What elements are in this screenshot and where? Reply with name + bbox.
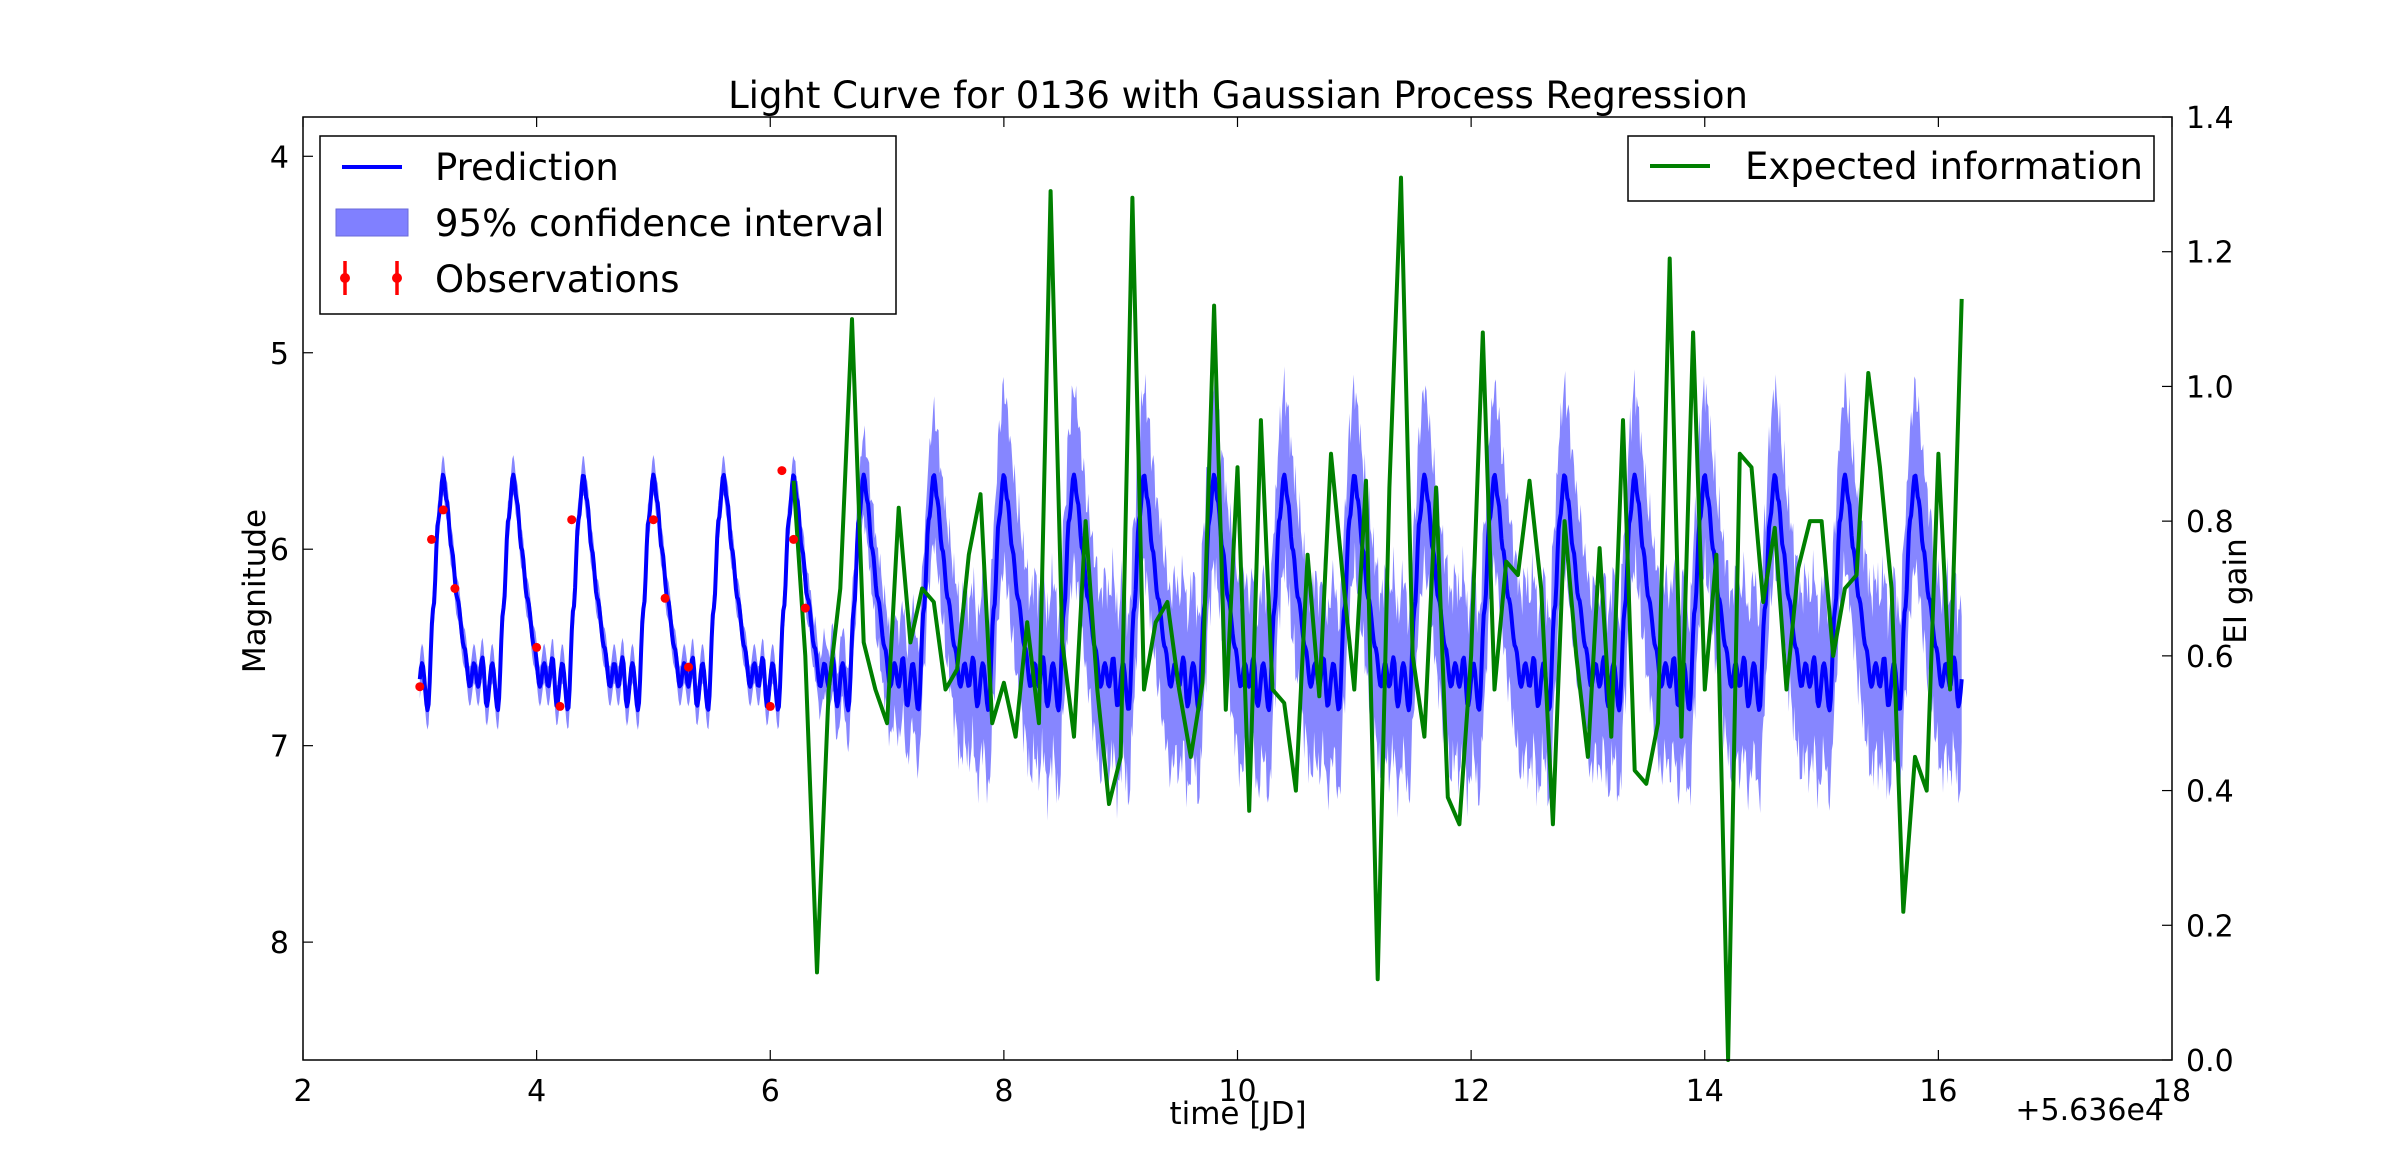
legend-right: Expected information: [1627, 135, 2155, 202]
x-tick-label: 8: [994, 1074, 1013, 1109]
legend-left: Prediction 95% confidence interval Obser…: [319, 135, 897, 315]
x-axis-label: time [JD]: [1169, 1096, 1306, 1132]
observation-point: [684, 662, 693, 672]
observation-point: [765, 701, 775, 711]
observation-point: [427, 534, 436, 544]
x-tick-label: 4: [527, 1074, 546, 1109]
x-offset-text: +5.636e4: [2015, 1093, 2164, 1128]
confidence-band: [419, 366, 1962, 821]
axes: 2 4 6 8 10 12 14 16 18 4 5 6 7 8 0.0 0.2 0.4 0.6 0.8 1.0 1.2…: [270, 101, 2234, 1109]
x-tick-label: 18: [2153, 1074, 2191, 1109]
x-tick-label: 6: [761, 1074, 780, 1109]
legend-left-frame: [319, 135, 897, 315]
y2-tick-label: 1.0: [2186, 370, 2234, 405]
y-tick-label: 8: [270, 926, 289, 961]
y2-tick-label: 0.8: [2186, 505, 2234, 540]
y2-tick-label: 0.6: [2186, 640, 2234, 675]
observation-point: [789, 534, 799, 544]
y-tick-label: 6: [270, 533, 289, 568]
observation-point: [555, 701, 565, 711]
chart-title: Light Curve for 0136 with Gaussian Proce…: [728, 74, 1748, 117]
y-axis-label: Magnitude: [237, 509, 273, 673]
observation-point: [415, 682, 425, 692]
x-tick-label: 12: [1452, 1074, 1490, 1109]
legend-observations-marker: [340, 261, 402, 295]
prediction-line: [417, 472, 1964, 713]
x-tick-label: 16: [1919, 1074, 1957, 1109]
x-tick-label: 14: [1686, 1074, 1724, 1109]
y-tick-label: 5: [270, 337, 289, 372]
plot-area: [415, 175, 1964, 1062]
legend-expected-info-label: Expected information: [1745, 145, 2143, 188]
observation-point: [800, 603, 810, 613]
y2-tick-label: 1.4: [2186, 101, 2234, 136]
y2-tick-label: 0.0: [2186, 1044, 2234, 1079]
legend-observations-label: Observations: [435, 258, 680, 301]
observation-point: [567, 515, 577, 525]
y2-axis-label: EI gain: [2218, 538, 2254, 644]
observation-point: [450, 584, 460, 593]
y2-tick-label: 0.2: [2186, 909, 2234, 944]
y2-tick-label: 0.4: [2186, 775, 2234, 810]
observation-point: [438, 505, 448, 515]
observation-point: [777, 466, 787, 476]
legend-prediction-label: Prediction: [435, 146, 619, 189]
y-tick-label: 4: [270, 140, 289, 175]
y2-tick-label: 1.2: [2186, 236, 2234, 271]
observation-point: [648, 515, 658, 525]
expected-information-line: [791, 175, 1964, 1062]
legend-right-frame: [1627, 135, 2155, 202]
legend-confidence-label: 95% confidence interval: [435, 202, 884, 245]
observation-point: [532, 642, 542, 652]
y-tick-label: 7: [270, 730, 289, 765]
x-tick-label: 10: [1218, 1074, 1256, 1109]
observation-point: [660, 593, 670, 603]
x-tick-label: 2: [293, 1074, 312, 1109]
legend-confidence-swatch: [335, 208, 409, 237]
